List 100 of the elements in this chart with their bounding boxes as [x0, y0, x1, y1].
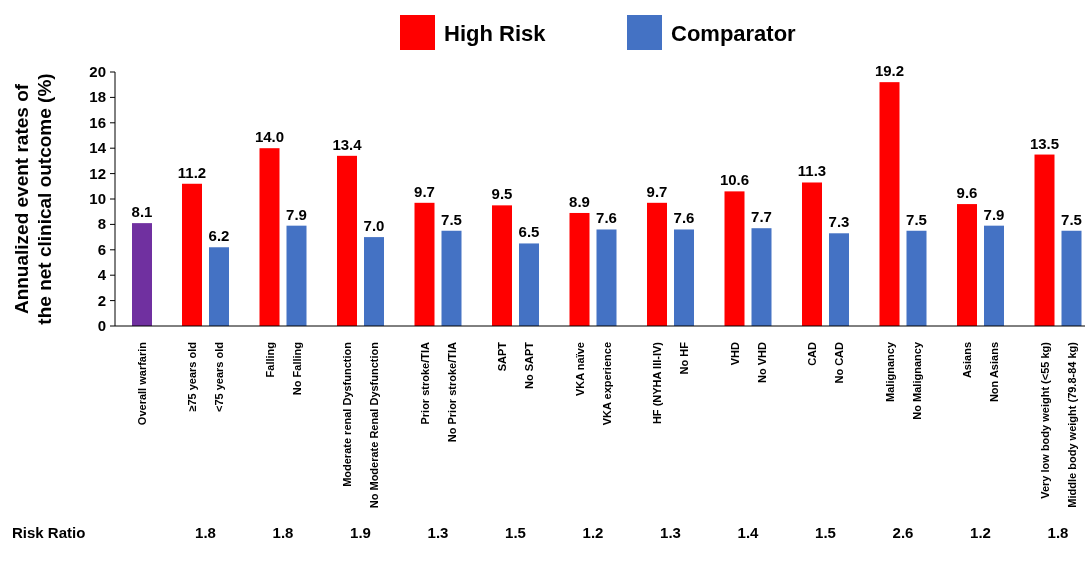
bar [674, 229, 694, 326]
data-label: 11.2 [177, 163, 207, 181]
text: 1.8 [272, 524, 294, 541]
data-label: 7.5 [441, 210, 462, 228]
bar [209, 247, 229, 326]
y-tick-label: 18 [89, 88, 106, 106]
data-label: 7.5 [906, 210, 927, 228]
data-label: 7.9 [983, 205, 1005, 223]
bar [286, 225, 307, 326]
bar [1034, 154, 1055, 326]
data-label: 9.6 [956, 184, 978, 202]
data-label: 9.5 [491, 185, 513, 203]
bar [492, 205, 512, 326]
x-tick-label: No Prior stroke/TIA [445, 341, 458, 443]
y-tick-label: 0 [97, 317, 106, 334]
data-label: 13.4 [332, 135, 363, 153]
data-label: 11.3 [797, 162, 827, 180]
text: 1.2 [582, 524, 604, 541]
y-tick-label: 2 [97, 291, 106, 309]
y-tick-label: 12 [89, 164, 106, 182]
legend-label: High Risk [444, 21, 547, 46]
x-tick-label: Moderate renal Dysfunction [341, 341, 353, 487]
x-tick-label: VHD [728, 341, 741, 366]
x-tick-label: Falling [263, 342, 276, 378]
bar [984, 225, 1004, 326]
legend-label: Comparator [671, 21, 797, 46]
x-tick-label: Prior stroke/TIA [418, 341, 431, 425]
y-tick-label: 16 [89, 113, 106, 131]
data-label: 8.9 [569, 192, 590, 210]
data-label: 7.6 [673, 209, 695, 227]
data-label: 7.7 [751, 208, 772, 226]
text: 1.8 [195, 524, 216, 541]
text: 1.8 [1047, 524, 1069, 541]
bar [259, 148, 280, 326]
bar [802, 182, 822, 326]
data-label: 8.1 [131, 203, 153, 221]
x-tick-label: No Malignancy [910, 341, 923, 420]
bar [879, 82, 900, 326]
data-label: 13.5 [1029, 134, 1060, 152]
bar [441, 230, 462, 326]
x-tick-label: Middle body weight (79.8-84 kg) [1065, 341, 1078, 508]
bar [414, 202, 435, 326]
text: Risk Ratio [12, 524, 86, 541]
x-tick-label: Overall warfarin [136, 341, 148, 426]
x-tick-label: No HF [678, 341, 690, 375]
data-label: 6.5 [518, 223, 540, 241]
x-tick-label: No Moderate Renal Dysfunction [368, 341, 380, 509]
x-tick-label: No VHD [755, 341, 768, 383]
text: 1.4 [737, 524, 760, 541]
x-tick-label: Asians [961, 342, 973, 379]
bar [829, 233, 849, 326]
text: 1.5 [815, 524, 836, 541]
x-tick-label: SAPT [496, 341, 508, 372]
data-label: 7.6 [596, 209, 617, 227]
text: 1.2 [970, 524, 991, 541]
x-tick-label: No CAD [833, 341, 845, 384]
data-label: 7.0 [363, 217, 385, 235]
x-tick-label: CAD [806, 341, 818, 366]
data-label: 7.5 [1061, 210, 1082, 228]
y-tick-label: 10 [89, 190, 106, 207]
x-tick-label: Malignancy [883, 341, 896, 402]
text: 1.9 [350, 524, 371, 541]
bar [906, 230, 927, 326]
bar [182, 183, 202, 326]
x-tick-label: ≥75 years old [186, 342, 198, 412]
data-label: 10.6 [719, 171, 750, 189]
x-tick-label: VKA naïve [573, 342, 586, 397]
bar [569, 212, 590, 326]
x-tick-label: No SAPT [523, 341, 535, 390]
y-tick-label: 20 [89, 63, 106, 80]
bar [519, 243, 539, 326]
bar [596, 229, 617, 326]
bar [132, 223, 152, 326]
x-tick-label: Non Asians [988, 342, 1000, 403]
text: 2.6 [892, 524, 914, 541]
data-label: 7.9 [286, 205, 307, 223]
bar [364, 237, 384, 326]
data-label: 7.3 [828, 213, 850, 231]
x-tick-label: Very low body weight (<55 kg) [1038, 341, 1051, 499]
data-label: 19.2 [874, 62, 905, 80]
text: 1.5 [505, 524, 526, 541]
data-label: 9.7 [646, 182, 668, 200]
bar [647, 202, 667, 326]
bar [724, 191, 745, 326]
x-tick-label: VKA experience [600, 342, 613, 426]
x-tick-label: <75 years old [213, 342, 225, 413]
y-tick-label: 6 [97, 240, 106, 258]
text: 1.3 [427, 524, 449, 541]
y-tick-label: 4 [97, 266, 107, 284]
bar [1061, 230, 1082, 326]
text: 1.3 [660, 524, 681, 541]
bar [751, 228, 772, 326]
y-tick-label: 14 [89, 139, 107, 157]
y-axis-title: Annualized event rates of the net clinical outcome (%) [11, 73, 55, 325]
data-label: 6.2 [208, 227, 230, 245]
y-tick-label: 8 [97, 215, 106, 233]
data-label: 9.7 [414, 182, 435, 200]
x-tick-label: No Falling [290, 342, 303, 396]
bar [957, 204, 977, 326]
data-label: 14.0 [254, 128, 285, 146]
